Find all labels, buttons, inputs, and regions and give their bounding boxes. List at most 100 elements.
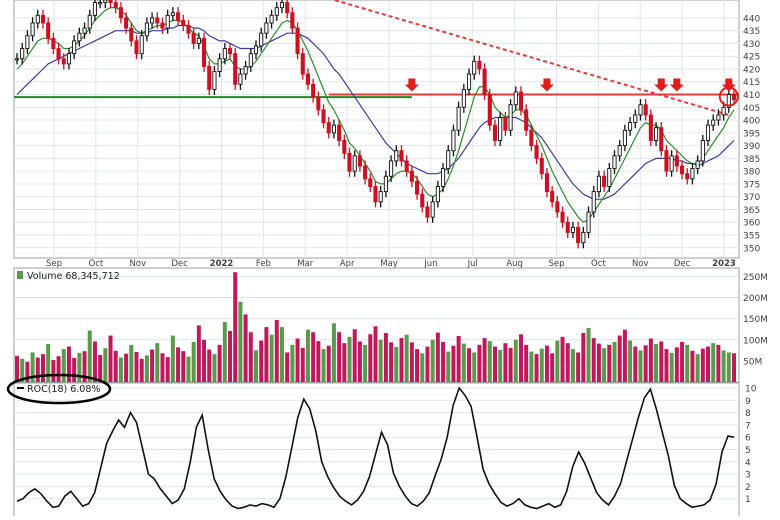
price-candle-body [472, 60, 477, 75]
price-candle-body [643, 104, 648, 116]
volume-bar [285, 352, 290, 382]
price-tick-label: 365 [743, 206, 760, 216]
volume-bar [399, 338, 404, 382]
price-candle-body [14, 58, 20, 61]
volume-bar [446, 351, 451, 382]
roc-line [16, 386, 735, 510]
volume-bar [518, 334, 523, 382]
volume-bar [576, 352, 581, 382]
price-candle-body [269, 14, 274, 24]
date-tick-label: 2022 [210, 259, 234, 269]
volume-bar [581, 333, 586, 382]
volume-bar [565, 343, 570, 382]
price-candle-body [586, 211, 591, 233]
volume-bar [706, 346, 711, 382]
price-candle-body [92, 2, 97, 16]
price-candle-body [435, 186, 440, 203]
price-candle-body [108, 0, 113, 4]
down-arrow-icon [654, 78, 669, 92]
price-candle-body [46, 22, 51, 39]
price-candle-body [295, 27, 300, 55]
volume-bar [248, 332, 253, 382]
volume-bar [300, 347, 305, 382]
price-candle-body [217, 58, 222, 72]
date-tick-label: Sep [548, 259, 564, 269]
volume-bar [383, 333, 388, 382]
roc-tick-label: 4 [745, 458, 751, 468]
price-candle-body [721, 106, 726, 116]
volume-bar [534, 354, 539, 382]
volume-bar [170, 335, 175, 382]
volume-tick-label: 50M [743, 357, 762, 367]
volume-bar [503, 343, 508, 382]
price-candle-body [711, 119, 716, 126]
volume-bar [212, 354, 217, 382]
price-candle-body [399, 150, 404, 162]
volume-bar [279, 327, 284, 382]
volume-bar [617, 335, 622, 382]
price-candle-body [186, 25, 191, 34]
price-candle-body [591, 191, 596, 213]
price-candle-body [560, 211, 565, 223]
price-candle-body [300, 53, 305, 75]
volume-bar [326, 345, 331, 382]
price-candle-body [705, 124, 711, 141]
price-candle-body [176, 12, 181, 21]
down-arrow-icon [404, 78, 419, 92]
price-candle-body [576, 226, 581, 244]
volume-bar [441, 341, 446, 382]
roc-legend-highlight-ellipse [6, 373, 112, 405]
price-candle-body [87, 14, 92, 29]
volume-bar [602, 348, 607, 382]
price-candle-body [555, 201, 560, 213]
price-candle-body [170, 12, 175, 16]
volume-bar [716, 344, 721, 382]
price-candle-body [72, 40, 77, 55]
volume-legend: Volume 68,345,712 [17, 271, 120, 282]
volume-bar [331, 323, 336, 382]
volume-bar [191, 341, 196, 382]
price-candle-body [56, 48, 61, 60]
price-candle-body [565, 221, 570, 233]
volume-bar [404, 334, 409, 382]
volume-bars [15, 272, 736, 382]
price-candle-body [550, 191, 555, 203]
volume-bar [35, 357, 40, 382]
date-tick-label: Dec [171, 259, 188, 269]
date-tick-label: Jun [423, 259, 437, 269]
volume-bar [690, 350, 695, 382]
volume-bar [342, 343, 347, 382]
volume-bar [15, 355, 19, 382]
volume-bar [222, 322, 227, 382]
price-candle-body [305, 73, 311, 85]
price-candle-body [150, 17, 155, 24]
volume-tick-label: 150M [743, 315, 768, 325]
roc-gridlines [14, 387, 739, 500]
price-candle-body [415, 180, 420, 195]
price-candle-body [544, 173, 550, 193]
volume-bar [269, 334, 274, 382]
volume-bar [685, 344, 690, 382]
price-candle-body [654, 127, 659, 141]
volume-bar [139, 358, 144, 382]
volume-bar [674, 347, 679, 382]
volume-bar [196, 325, 201, 382]
volume-bar [425, 346, 430, 382]
price-candle-body [77, 32, 82, 42]
volume-bar [555, 340, 560, 382]
date-tick-label: Dec [674, 259, 691, 269]
roc-legend: ROC(18) 6.08% [6, 373, 112, 405]
date-tick-label: 2023 [712, 259, 736, 269]
volume-bar [72, 357, 77, 382]
volume-bar [25, 361, 30, 382]
price-candle-body [331, 124, 336, 134]
volume-bar [435, 332, 440, 382]
volume-bar [108, 335, 113, 382]
volume-bar [477, 344, 482, 382]
price-candle-body [342, 140, 347, 154]
price-candle-body [466, 73, 472, 90]
price-candle-body [347, 152, 352, 172]
volume-bar [144, 355, 149, 382]
price-candle-body [477, 60, 482, 70]
price-tick-label: 395 [743, 129, 760, 139]
